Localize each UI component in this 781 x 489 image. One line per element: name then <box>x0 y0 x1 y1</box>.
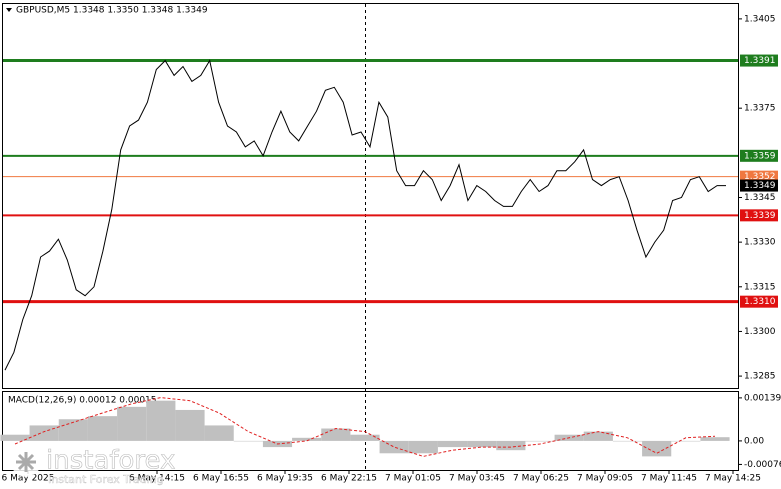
macd-bar <box>671 440 701 442</box>
y-tick-label: 1.3300 <box>744 327 776 337</box>
macd-bar <box>700 437 730 441</box>
macd-bar <box>146 400 176 441</box>
x-tick-label: 7 May 09:05 <box>577 474 633 484</box>
x-tick-label: 7 May 11:45 <box>641 474 697 484</box>
chart-title: GBPUSD,M5 1.3348 1.3350 1.3348 1.3349 <box>16 6 208 16</box>
main-pane <box>2 3 739 389</box>
level-label: 1.3359 <box>744 151 776 161</box>
macd-bar <box>437 440 468 448</box>
y-tick-label: 1.3285 <box>744 372 776 382</box>
x-tick-label: 6 May 19:35 <box>257 474 313 484</box>
current-price: 1.3349 <box>744 181 776 191</box>
level-label: 1.3391 <box>744 56 776 66</box>
x-tick-label: 6 May 14:15 <box>129 474 185 484</box>
y-tick-label: -0.00076 <box>744 460 781 470</box>
price-line <box>4 59 726 371</box>
macd-bar <box>204 425 234 441</box>
macd-bar <box>467 440 497 448</box>
y-tick-label: 1.3405 <box>744 14 776 24</box>
logo-text: instaforex <box>46 446 175 476</box>
macd-bar <box>350 434 380 441</box>
macd-bar <box>612 440 643 442</box>
macd-bar <box>29 425 59 441</box>
x-tick-label: 7 May 03:45 <box>449 474 505 484</box>
level-label-bg <box>740 54 778 67</box>
macd-bar <box>408 440 438 454</box>
macd-bar <box>175 409 205 441</box>
macd-bar <box>496 440 526 451</box>
y-tick-label: 1.3375 <box>744 104 776 114</box>
level-label: 1.3352 <box>744 172 776 182</box>
x-tick-label: 7 May 14:25 <box>705 474 761 484</box>
level-label-bg <box>740 149 778 162</box>
current-price-bg <box>740 179 778 192</box>
x-tick-label: 6 May 2025 <box>2 474 55 484</box>
x-tick-label: 6 May 22:15 <box>321 474 377 484</box>
level-label-bg <box>740 295 778 308</box>
level-label-bg <box>740 209 778 222</box>
menu-arrow <box>6 8 12 12</box>
y-tick-label: 1.3330 <box>744 238 776 248</box>
macd-bar <box>583 431 613 441</box>
macd-bar <box>379 440 409 454</box>
logo: instaforex Instant Forex Trading <box>11 445 176 486</box>
y-tick-label: 0.00139 <box>744 393 781 403</box>
macd-bar <box>525 440 555 442</box>
macd-bar <box>117 406 147 441</box>
signal-line <box>14 397 716 457</box>
y-tick-label: 1.3315 <box>744 282 776 292</box>
x-tick-label: 6 May 16:55 <box>193 474 249 484</box>
macd-pane <box>2 391 739 471</box>
macd-title: MACD(12,26,9) 0.00012 0.00015 <box>8 396 157 406</box>
level-label: 1.3339 <box>744 211 776 221</box>
logo-mark <box>16 452 36 472</box>
x-tick-label: 7 May 01:05 <box>385 474 441 484</box>
macd-bar <box>58 419 88 441</box>
macd-bar <box>292 437 322 441</box>
level-label: 1.3310 <box>744 297 776 307</box>
y-tick-label: 1.3345 <box>744 193 776 203</box>
macd-bar <box>0 434 30 441</box>
macd-bar <box>642 440 672 457</box>
macd-bar <box>233 440 263 442</box>
logo-tagline: Instant Forex Trading <box>48 473 164 486</box>
y-tick-label: 0.00 <box>744 436 764 446</box>
macd-bar <box>87 416 118 441</box>
x-tick-label: 7 May 06:25 <box>513 474 569 484</box>
macd-bar <box>321 428 351 441</box>
